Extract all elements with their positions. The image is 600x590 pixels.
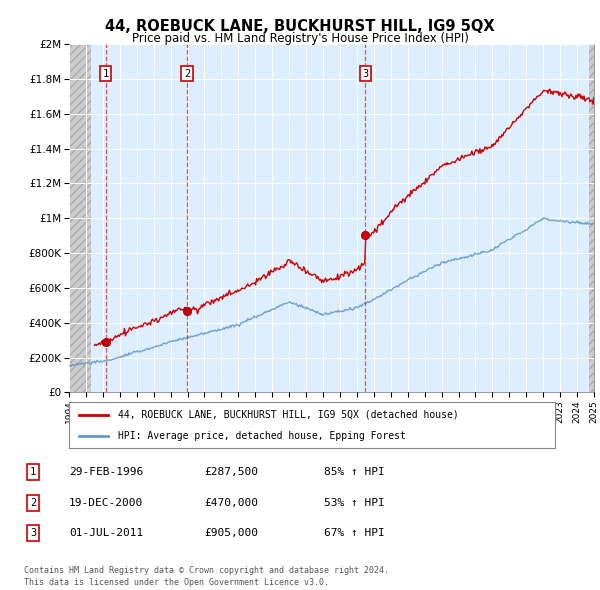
Text: 85% ↑ HPI: 85% ↑ HPI: [324, 467, 385, 477]
Text: 3: 3: [30, 529, 36, 538]
Text: Price paid vs. HM Land Registry's House Price Index (HPI): Price paid vs. HM Land Registry's House …: [131, 32, 469, 45]
Text: 44, ROEBUCK LANE, BUCKHURST HILL, IG9 5QX (detached house): 44, ROEBUCK LANE, BUCKHURST HILL, IG9 5Q…: [118, 410, 458, 420]
Text: 2: 2: [184, 69, 190, 79]
Text: £470,000: £470,000: [204, 498, 258, 507]
Text: 1: 1: [103, 69, 109, 79]
Text: 3: 3: [362, 69, 368, 79]
Text: Contains HM Land Registry data © Crown copyright and database right 2024.
This d: Contains HM Land Registry data © Crown c…: [24, 566, 389, 587]
Text: 44, ROEBUCK LANE, BUCKHURST HILL, IG9 5QX: 44, ROEBUCK LANE, BUCKHURST HILL, IG9 5Q…: [105, 19, 495, 34]
Text: 01-JUL-2011: 01-JUL-2011: [69, 529, 143, 538]
Text: 1: 1: [30, 467, 36, 477]
Text: £905,000: £905,000: [204, 529, 258, 538]
Text: 67% ↑ HPI: 67% ↑ HPI: [324, 529, 385, 538]
Text: £287,500: £287,500: [204, 467, 258, 477]
Text: 2: 2: [30, 498, 36, 507]
Text: 19-DEC-2000: 19-DEC-2000: [69, 498, 143, 507]
Text: HPI: Average price, detached house, Epping Forest: HPI: Average price, detached house, Eppi…: [118, 431, 406, 441]
Text: 53% ↑ HPI: 53% ↑ HPI: [324, 498, 385, 507]
Text: 29-FEB-1996: 29-FEB-1996: [69, 467, 143, 477]
